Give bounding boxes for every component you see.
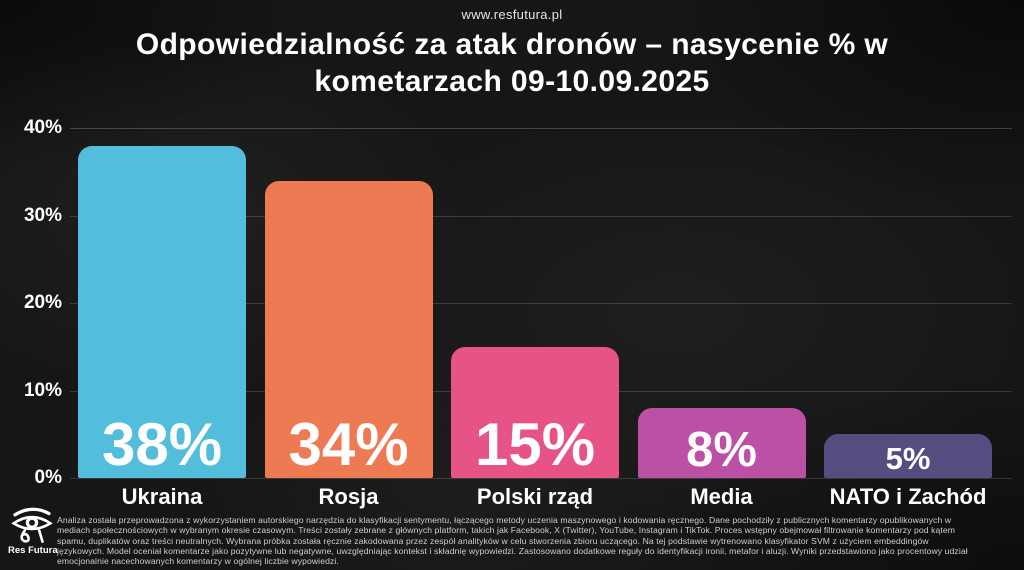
bar-category-label-rosja: Rosja [318,484,379,509]
y-tick-label-30: 30% [23,204,62,226]
y-tick-label-20: 20% [23,292,62,313]
bar-category-label-ukraina: Ukraina [121,484,203,509]
bar-nato-i-zachod: 5% [824,434,992,478]
gridline-40 [70,128,1012,129]
gridline-20 [70,303,1012,304]
bar-category-label-nato-i-zachod: NATO i Zachód [829,484,987,509]
methodology-note: Analiza została przeprowadzona z wykorzy… [57,515,968,567]
y-tick-label-40: 40% [23,117,62,138]
bar-media: 8% [637,408,806,478]
bar-polski-rzad: 15% [451,346,619,478]
eye-of-horus-icon [11,507,53,543]
bar-rosja: 34% [264,180,433,478]
bar-category-label-media: Media [690,484,753,509]
logo-text: Res Futura [8,545,58,556]
chart-title-line-1: Odpowiedzialność za atak dronów – nasyce… [135,28,889,61]
gridline-30 [70,215,1012,217]
bar-ukraina: 38% [78,145,246,478]
bar-value-label: 15% [474,411,596,478]
bar-value-label: 5% [885,441,931,477]
chart-title: Odpowiedzialność za atak dronów – nasyce… [0,26,1024,100]
y-tick-label-10: 10% [23,379,62,401]
bar-category-label-polski-rzad: Polski rząd [476,484,594,509]
bar-value-label: 38% [101,411,223,478]
y-tick-label-0: 0% [34,467,62,488]
res-futura-logo: Res Futura [8,505,58,556]
chart-title-line-2: kometarzach 09-10.09.2025 [314,65,710,98]
bar-value-label: 34% [288,411,409,478]
website-url: www.resfutura.pl [461,7,563,22]
bar-value-label: 8% [686,422,757,477]
gridline-0 [70,478,1012,479]
